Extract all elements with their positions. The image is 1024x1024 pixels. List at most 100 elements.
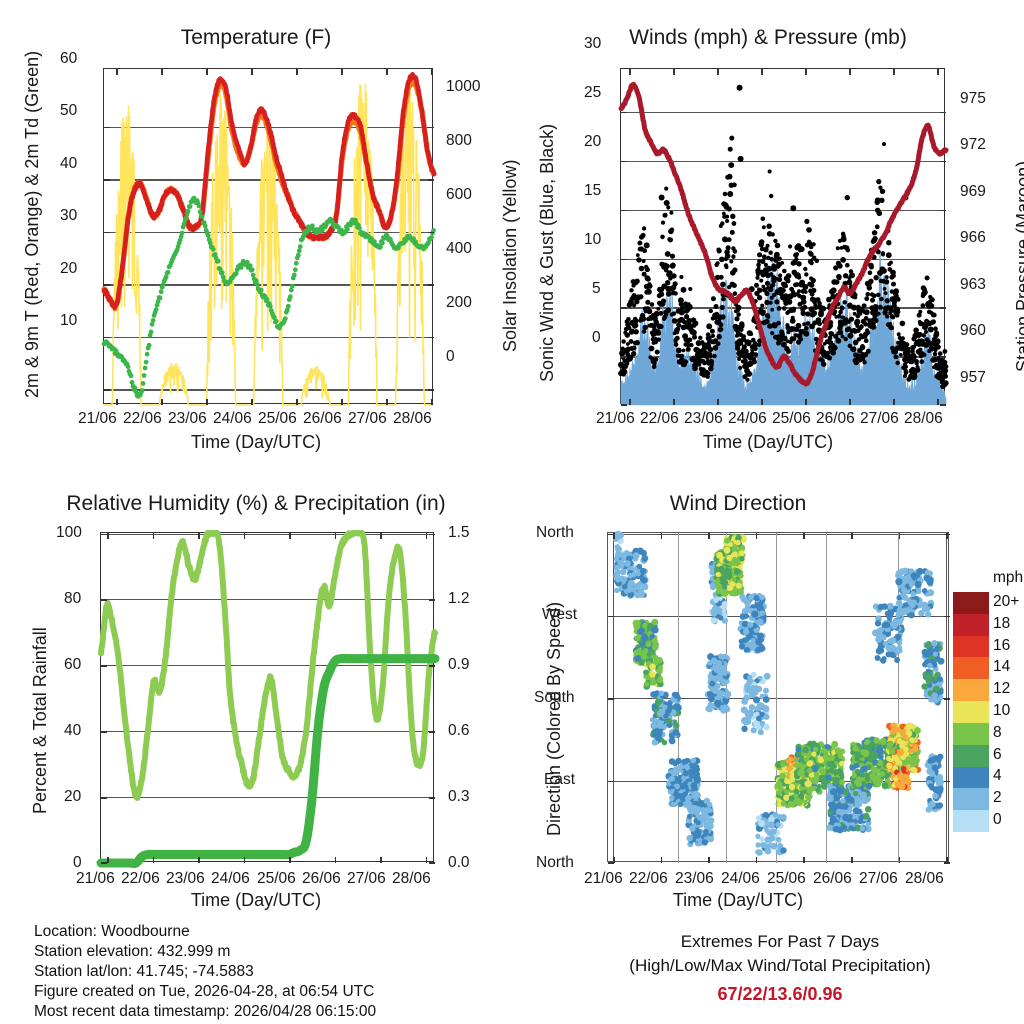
gridline <box>608 533 950 535</box>
xtick-label: 22/06 <box>121 870 160 887</box>
tick-mark <box>621 356 627 358</box>
tick-mark <box>608 698 614 700</box>
tick-mark <box>425 857 427 863</box>
axis-label-wind-direction-x: Time (Day/UTC) <box>672 890 804 910</box>
plot-area-wind-direction <box>607 530 950 864</box>
tick-mark <box>251 399 253 405</box>
tick-mark <box>629 399 631 405</box>
ytick-label: North <box>536 854 574 871</box>
tick-mark <box>629 69 631 75</box>
page-title-wind-direction: Wind Direction <box>669 492 807 515</box>
tick-mark <box>198 857 200 863</box>
tick-mark <box>243 857 245 863</box>
gridline <box>104 336 434 339</box>
colorbar-swatch <box>953 722 989 746</box>
ytick-label: 25 <box>584 84 602 101</box>
tick-mark <box>608 533 614 535</box>
tick-mark <box>898 533 901 539</box>
series-winds <box>618 81 949 406</box>
xtick-label: 25/06 <box>258 410 297 427</box>
xtick-label: 25/06 <box>772 410 811 427</box>
gridline <box>608 615 950 617</box>
gridline <box>101 731 435 733</box>
tick-mark <box>673 69 675 75</box>
tick-mark <box>621 404 627 406</box>
ytick-label: 963 <box>960 276 986 293</box>
ytick-label: 20 <box>64 788 82 805</box>
ytick-label: 10 <box>60 312 78 329</box>
gridline <box>621 111 946 114</box>
tick-mark <box>717 399 719 405</box>
tick-mark <box>161 399 163 405</box>
xtick-label: 28/06 <box>392 870 431 887</box>
tick-mark <box>104 231 110 234</box>
colorbar-swatch <box>953 810 989 833</box>
tick-mark <box>161 69 163 75</box>
tick-mark <box>660 533 663 539</box>
tick-mark <box>101 862 107 864</box>
tick-mark <box>152 857 154 863</box>
colorbar-tick-label: 10 <box>993 702 1011 719</box>
tick-mark <box>621 307 627 309</box>
ytick-label: 60 <box>60 50 78 67</box>
xtick-label: 27/06 <box>859 870 898 887</box>
ytick-label: 50 <box>60 102 78 119</box>
tick-mark <box>107 533 109 539</box>
colorbar-swatch <box>953 592 989 615</box>
ytick-label: 0.9 <box>448 656 470 673</box>
colorbar-swatch <box>953 679 989 702</box>
axis-label-wind-direction-left: Direction (Colored By Speed) <box>544 601 564 836</box>
colorbar-swatch <box>953 657 989 680</box>
xtick-label: 26/06 <box>303 410 342 427</box>
tick-mark <box>334 857 336 863</box>
tick-mark <box>101 599 107 601</box>
tick-mark <box>621 111 627 114</box>
ytick-label: 40 <box>64 722 82 739</box>
tick-mark <box>898 857 901 863</box>
gridline <box>101 665 435 667</box>
tick-mark <box>944 698 950 700</box>
tick-mark <box>755 857 758 863</box>
xtick-label: 21/06 <box>584 870 623 887</box>
xtick-label: 28/06 <box>905 870 944 887</box>
tick-mark <box>431 399 433 405</box>
ytick-label: 1000 <box>446 78 481 95</box>
tick-mark <box>104 389 110 391</box>
tick-mark <box>428 231 434 234</box>
gridline <box>101 797 435 799</box>
series-humidity <box>96 530 440 868</box>
xtick-label: 23/06 <box>168 410 207 427</box>
ytick-label: 0 <box>73 854 82 871</box>
tick-mark <box>708 857 710 863</box>
footer-line: Station lat/lon: 41.745; -74.5883 <box>34 963 254 980</box>
tick-mark <box>429 665 435 667</box>
tick-mark <box>621 258 627 260</box>
tick-mark <box>946 857 948 863</box>
tick-mark <box>944 780 950 782</box>
tick-mark <box>805 399 807 405</box>
gridline <box>104 389 434 391</box>
xtick-label: 24/06 <box>721 870 760 887</box>
ytick-label: 0.6 <box>448 722 470 739</box>
xtick-label: 26/06 <box>302 870 341 887</box>
xtick-label: 23/06 <box>684 410 723 427</box>
tick-mark <box>755 533 758 539</box>
colorbar-swatch <box>953 701 989 724</box>
plot-area-humidity <box>96 530 440 868</box>
tick-mark <box>428 126 434 129</box>
tick-mark <box>334 533 336 539</box>
tick-mark <box>893 69 895 75</box>
tick-mark <box>431 69 433 75</box>
tick-mark <box>608 862 614 864</box>
tick-mark <box>425 533 427 539</box>
tick-mark <box>608 615 614 617</box>
footer-line: Station elevation: 432.999 m <box>34 943 231 960</box>
xtick-label: 22/06 <box>629 870 668 887</box>
xtick-label: 26/06 <box>813 870 852 887</box>
ytick-label: 600 <box>446 186 472 203</box>
tick-mark <box>673 399 675 405</box>
colorbar-swatch <box>953 635 989 658</box>
xtick-label: 26/06 <box>816 410 855 427</box>
tick-mark <box>613 533 615 539</box>
colorbar-tick-label: 6 <box>993 745 1002 763</box>
